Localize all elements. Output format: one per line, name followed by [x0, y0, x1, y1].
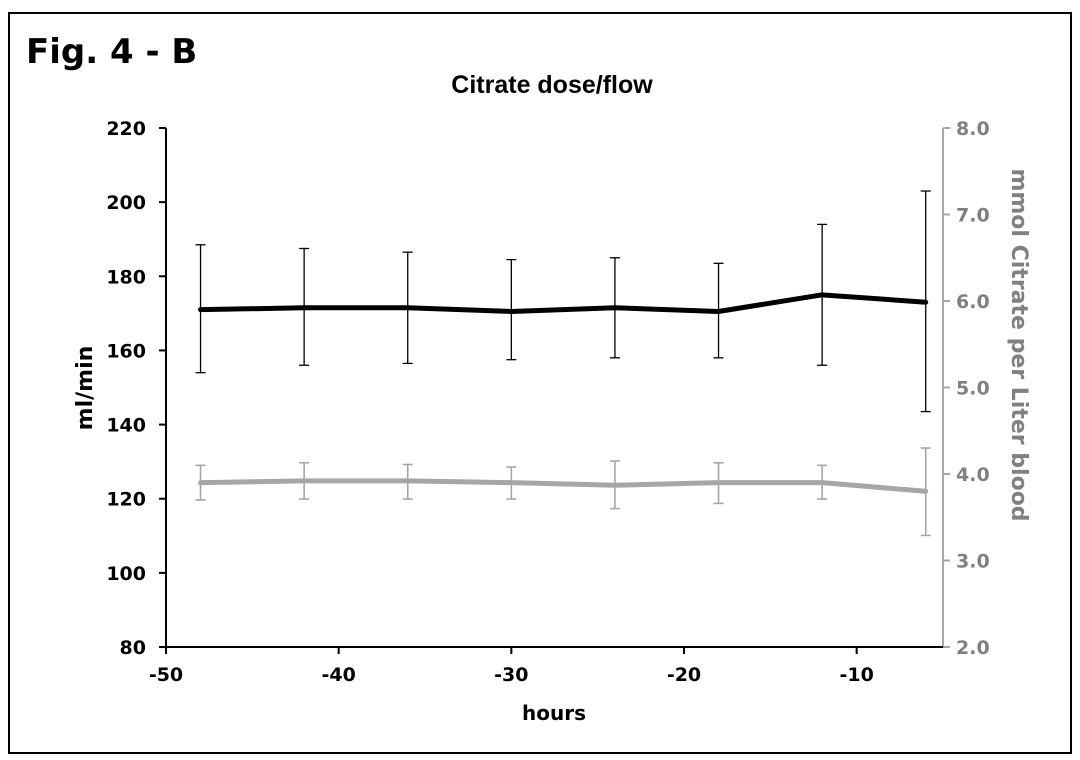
y-tick-label: 200 — [106, 192, 146, 214]
figure-frame — [8, 12, 1072, 754]
y-tick-label: 140 — [106, 415, 146, 437]
series-line-ml-min — [198, 292, 929, 315]
y2-tick-label: 2.0 — [956, 637, 990, 659]
x-tick-label: -40 — [322, 664, 356, 686]
x-axis-title: hours — [522, 701, 586, 725]
x-tick-label: -20 — [667, 664, 701, 686]
series-group — [195, 190, 931, 537]
axis-ticks: -50 -40 -30 -20 -10 80 100 120 140 160 180 200 220 2.… — [106, 118, 989, 686]
y2-axis-title: mmol Citrate per Liter blood — [1006, 168, 1031, 521]
y-tick-label: 160 — [106, 340, 146, 362]
chart-title: Citrate dose/flow — [451, 71, 653, 99]
y-tick-label: 80 — [120, 637, 146, 659]
y2-tick-label: 5.0 — [956, 378, 990, 400]
y-tick-label: 120 — [106, 489, 146, 511]
x-tick-label: -10 — [840, 664, 874, 686]
y2-tick-label: 8.0 — [956, 118, 990, 140]
y-axis-title: ml/min — [73, 346, 98, 431]
x-tick-label: -30 — [494, 664, 528, 686]
x-tick-label: -50 — [149, 664, 183, 686]
y-tick-label: 100 — [106, 563, 146, 585]
y2-tick-label: 4.0 — [956, 464, 990, 486]
y-tick-label: 220 — [106, 118, 146, 140]
series-line-mmol — [198, 478, 929, 494]
figure-label: Fig. 4 - B — [26, 32, 198, 72]
y2-tick-label: 7.0 — [956, 205, 990, 227]
y2-tick-label: 3.0 — [956, 551, 990, 573]
y2-tick-label: 6.0 — [956, 291, 990, 313]
y-tick-label: 180 — [106, 266, 146, 288]
